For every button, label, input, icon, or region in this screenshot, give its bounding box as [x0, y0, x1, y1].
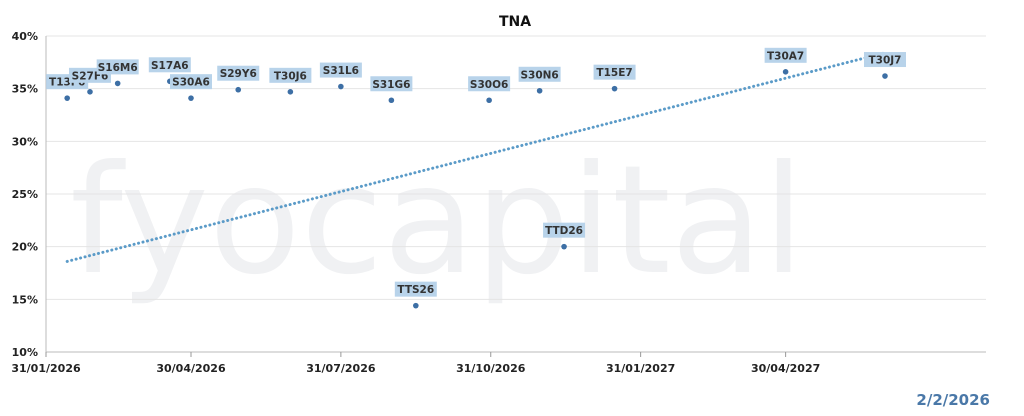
y-tick-label: 20% — [12, 241, 38, 254]
point-label-bg — [319, 62, 362, 78]
data-point-s16m6: S16M6 — [96, 59, 139, 87]
point-marker — [114, 80, 121, 87]
data-point-s31l6: S31L6 — [319, 62, 362, 90]
data-point-t15e7: T15E7 — [593, 64, 636, 92]
point-marker — [413, 302, 419, 309]
point-marker — [536, 87, 543, 94]
point-label-bg — [96, 59, 139, 75]
point-label-bg — [370, 76, 413, 92]
y-tick-label: 15% — [12, 293, 38, 306]
point-label: S30N6 — [520, 69, 558, 81]
data-point-t30j7: T30J7 — [863, 52, 906, 79]
point-label: T15E7 — [596, 67, 632, 79]
data-point-s29y6: S29Y6 — [217, 65, 260, 93]
point-marker — [388, 97, 395, 104]
chart-title: TNA — [499, 14, 531, 30]
watermark: fyocapital — [70, 134, 804, 308]
point-label: S30A6 — [172, 77, 210, 89]
data-point-s30o6: S30O6 — [468, 76, 511, 104]
point-marker — [611, 85, 618, 92]
point-label-bg — [468, 76, 511, 92]
point-marker — [882, 73, 888, 79]
y-tick-label: 10% — [12, 346, 38, 359]
point-label-bg — [518, 66, 561, 82]
data-point-s31g6: S31G6 — [370, 76, 413, 104]
point-label: S16M6 — [98, 62, 138, 74]
point-marker — [486, 97, 492, 104]
axes: 10% 15% 20% 25% 30% 35% 40% 31/01/2026 30/04/202… — [11, 30, 986, 375]
point-label: S29Y6 — [220, 68, 257, 80]
point-label: S31G6 — [372, 79, 410, 91]
point-label-bg — [148, 57, 191, 73]
point-marker — [87, 89, 93, 95]
point-label: T30J6 — [274, 70, 307, 82]
point-label-bg — [269, 67, 312, 83]
data-point-s30n6: S30N6 — [518, 66, 561, 94]
data-point-s17a6: S17A6 — [148, 57, 191, 85]
point-marker — [64, 95, 70, 101]
point-label: T30A7 — [767, 50, 804, 62]
point-label: T30J7 — [868, 55, 901, 67]
x-tick-label: 30/04/2027 — [751, 362, 820, 375]
y-tick-label: 35% — [12, 83, 38, 96]
trend-line — [65, 51, 887, 263]
data-point-t30j6: T30J6 — [269, 67, 312, 95]
point-marker — [561, 243, 567, 250]
data-point-ttd26: TTD26 — [543, 222, 586, 250]
point-marker — [188, 95, 194, 101]
x-tick-label: 31/10/2026 — [456, 362, 526, 375]
point-marker — [338, 83, 344, 90]
x-tick-label: 31/01/2027 — [606, 362, 675, 375]
point-label: S30O6 — [470, 79, 508, 91]
x-tick-label: 31/07/2026 — [306, 362, 376, 375]
data-point-tts26: TTS26 — [394, 281, 437, 309]
point-label-bg — [394, 281, 437, 297]
point-label-bg — [593, 64, 636, 80]
point-label: TTD26 — [545, 225, 583, 237]
trendline — [65, 51, 887, 263]
point-label-bg — [543, 222, 586, 238]
point-label-bg — [764, 47, 807, 63]
point-label: S17A6 — [151, 60, 189, 72]
point-marker — [235, 86, 242, 93]
data-point-t30a7: T30A7 — [764, 47, 807, 75]
data-point-s30a6: S30A6 — [169, 74, 212, 101]
point-label-bg — [169, 74, 212, 90]
y-tick-label: 30% — [12, 135, 38, 148]
point-label: S31L6 — [323, 65, 359, 77]
y-tick-label: 40% — [12, 30, 38, 43]
point-label: TTS26 — [397, 284, 434, 296]
point-label-bg — [863, 52, 906, 68]
point-label-bg — [217, 65, 260, 81]
point-marker — [287, 89, 294, 95]
y-tick-label: 25% — [12, 188, 38, 201]
x-tick-label: 31/01/2026 — [11, 362, 81, 375]
x-tick-label: 30/04/2026 — [156, 362, 226, 375]
point-marker — [782, 69, 789, 75]
report-date: 2/2/2026 — [916, 391, 990, 409]
